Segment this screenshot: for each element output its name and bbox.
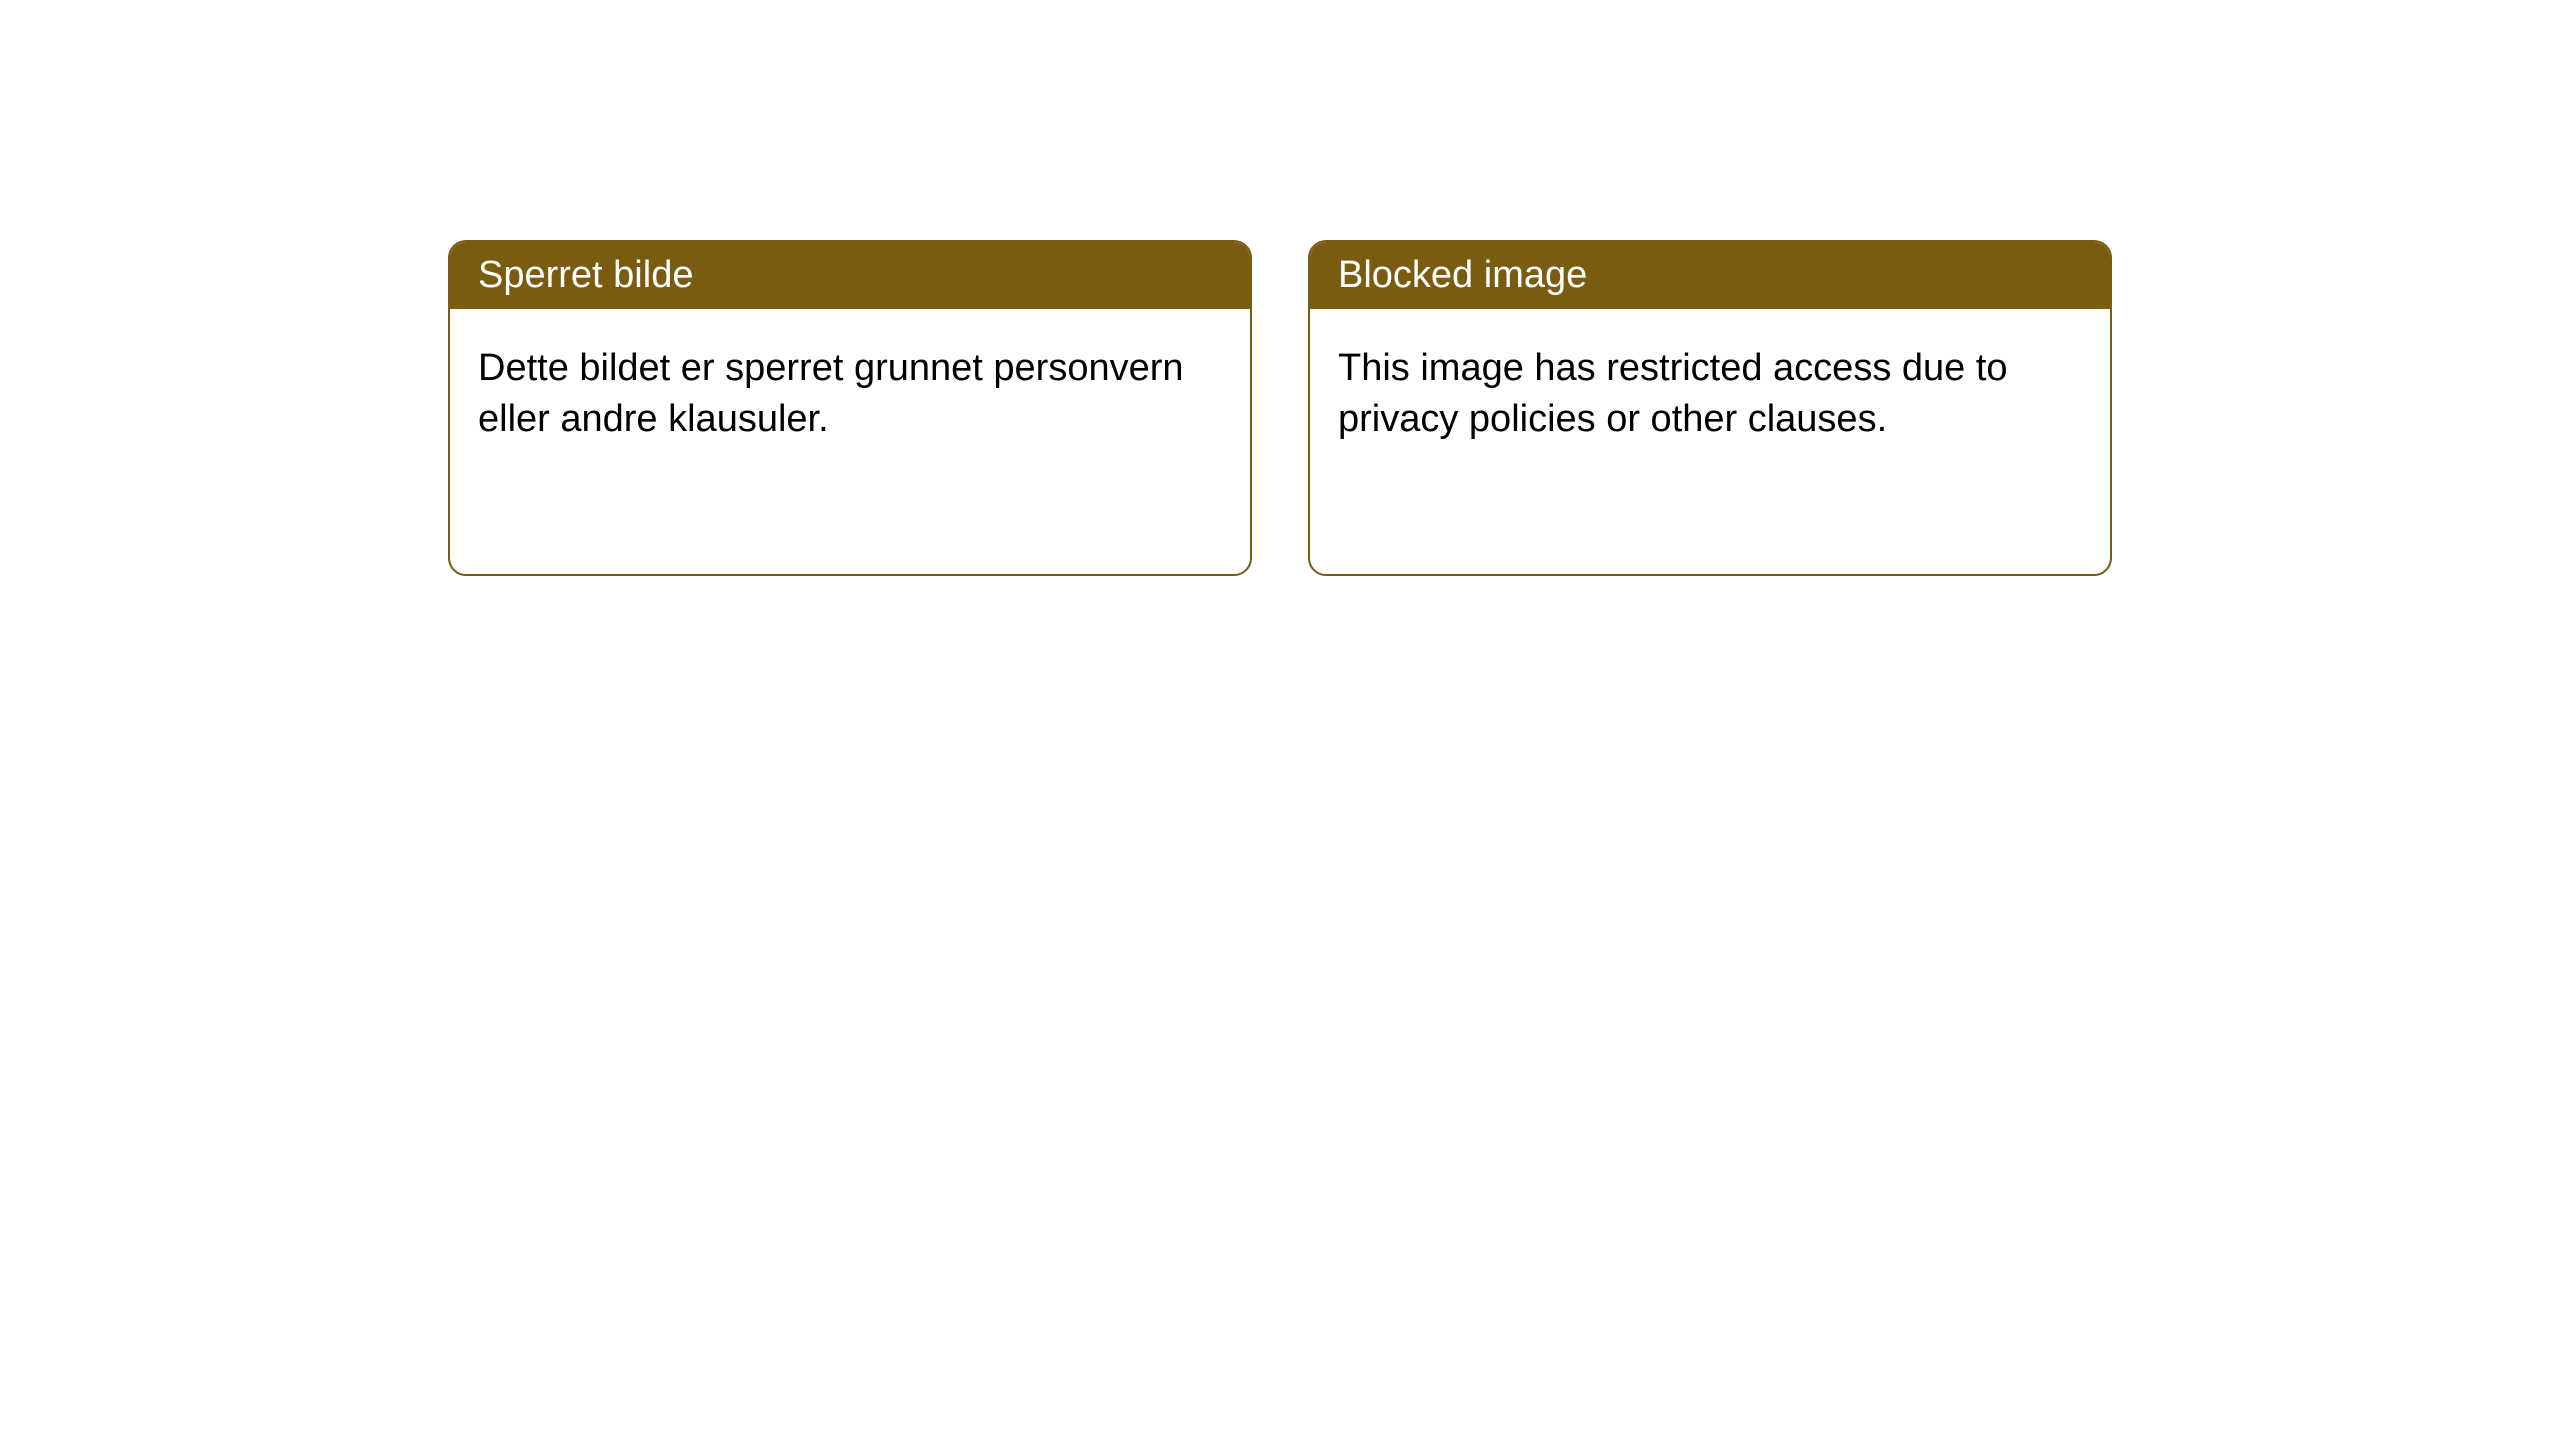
notice-body-text: This image has restricted access due to … [1338, 347, 2008, 440]
notice-card-english: Blocked image This image has restricted … [1308, 240, 2112, 576]
notice-header: Blocked image [1310, 242, 2110, 309]
notice-container: Sperret bilde Dette bildet er sperret gr… [0, 0, 2560, 576]
notice-body: This image has restricted access due to … [1310, 309, 2110, 480]
notice-header-text: Blocked image [1338, 254, 1587, 296]
notice-body-text: Dette bildet er sperret grunnet personve… [478, 347, 1184, 440]
notice-card-norwegian: Sperret bilde Dette bildet er sperret gr… [448, 240, 1252, 576]
notice-body: Dette bildet er sperret grunnet personve… [450, 309, 1250, 480]
notice-header-text: Sperret bilde [478, 254, 693, 296]
notice-header: Sperret bilde [450, 242, 1250, 309]
